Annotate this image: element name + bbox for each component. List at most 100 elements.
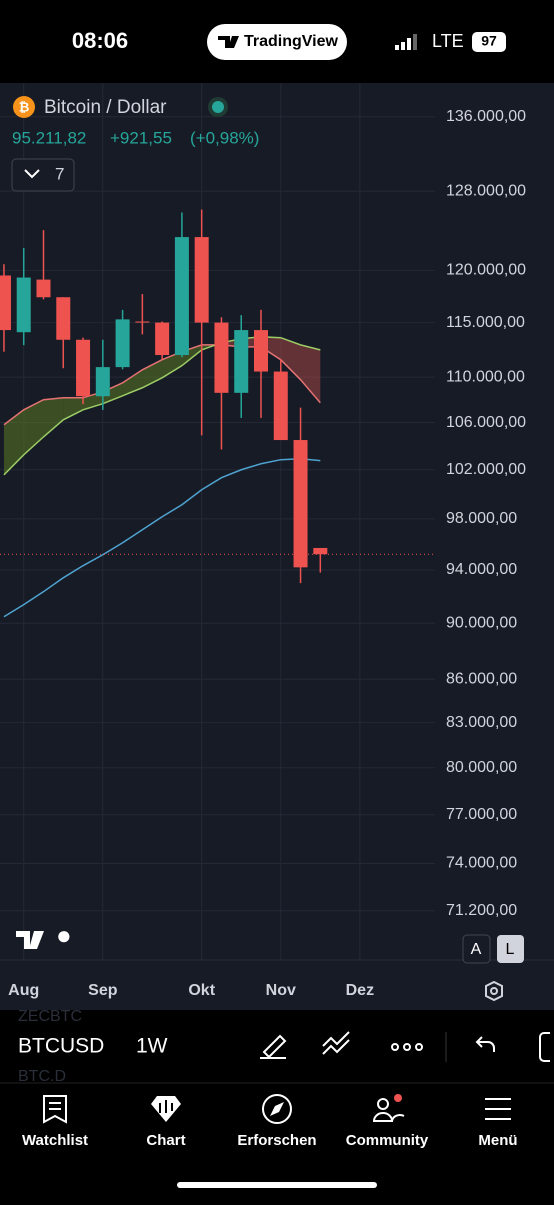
community-icon[interactable] — [372, 1112, 405, 1122]
symbol-name: Bitcoin / Dollar — [44, 97, 167, 118]
y-tick-label: 77.000,00 — [446, 806, 517, 823]
candle-body — [214, 322, 229, 393]
chart-icon-candles — [159, 1100, 173, 1113]
next-symbol: BTC.D — [18, 1068, 66, 1085]
tv-logo-dot: ● — [56, 920, 72, 950]
y-tick-label: 120.000,00 — [446, 262, 526, 279]
symbol[interactable]: BTCUSD — [18, 1035, 104, 1058]
more-icon[interactable] — [391, 1043, 423, 1051]
candle-body — [56, 297, 71, 340]
candle-body — [174, 237, 189, 356]
watchlist-icon[interactable] — [43, 1095, 67, 1124]
y-tick-label: 83.000,00 — [446, 714, 517, 731]
x-tick-label: Sep — [88, 982, 118, 999]
candle-body — [115, 319, 130, 368]
explore-icon[interactable] — [262, 1094, 292, 1124]
battery — [472, 32, 506, 52]
y-tick-label: 115.000,00 — [446, 314, 525, 331]
tab-label[interactable]: Menü — [478, 1132, 517, 1149]
y-tick-label: 90.000,00 — [446, 615, 517, 632]
y-tick-label: 74.000,00 — [446, 855, 517, 872]
tab-label[interactable]: Chart — [146, 1132, 185, 1149]
ema-band — [83, 391, 103, 410]
explore-needle — [270, 1102, 284, 1116]
change-pct: (+0,98%) — [190, 128, 259, 147]
battery-level: 97 — [481, 33, 497, 49]
notification-dot — [394, 1094, 402, 1102]
auto-scale-button[interactable] — [462, 934, 491, 964]
y-tick-label: 136.000,00 — [446, 108, 526, 125]
tab-bar — [0, 1083, 554, 1200]
indicators-button[interactable] — [11, 158, 75, 192]
y-tick-label: 106.000,00 — [446, 414, 526, 431]
tab-label[interactable]: Erforschen — [237, 1132, 316, 1149]
home-indicator — [177, 1182, 377, 1188]
y-tick-label: 98.000,00 — [446, 510, 517, 527]
chevron — [24, 169, 40, 179]
change: +921,55 — [110, 128, 172, 147]
ema-band — [102, 382, 123, 404]
indicators-count: 7 — [55, 164, 64, 183]
candle-body — [194, 237, 209, 323]
candle-body — [293, 440, 308, 568]
interval[interactable]: 1W — [136, 1035, 168, 1058]
bitcoin-icon — [13, 96, 35, 118]
candle-body — [16, 277, 31, 333]
status-dot — [212, 101, 224, 113]
candle-body — [254, 330, 268, 372]
x-tick-label: Nov — [266, 982, 296, 999]
ema-band — [142, 359, 163, 388]
brand-logo — [218, 36, 239, 48]
ema-band — [43, 397, 64, 437]
community-head — [377, 1098, 389, 1110]
candle-body — [36, 279, 51, 298]
price: 95.211,82 — [12, 128, 86, 147]
signal — [395, 34, 417, 50]
y-tick-label: 71.200,00 — [446, 902, 517, 919]
candle-body — [135, 321, 150, 323]
network: LTE — [432, 31, 464, 51]
candle-body — [95, 367, 110, 397]
ema-band — [280, 337, 301, 380]
undo-icon[interactable] — [475, 1036, 495, 1052]
brand-pill — [207, 24, 347, 60]
candle-body — [273, 371, 288, 441]
bitcoin-glyph: ₿ — [19, 99, 30, 114]
candle-body — [76, 339, 91, 397]
candle-body — [313, 547, 328, 555]
candle-body — [155, 322, 170, 356]
log-scale-label: L — [506, 941, 515, 958]
tab-label[interactable]: Watchlist — [22, 1132, 88, 1149]
x-tick-label: Dez — [346, 982, 374, 999]
log-scale-button[interactable] — [497, 935, 524, 963]
ema-band — [300, 344, 321, 403]
x-tick-label: Aug — [8, 982, 39, 999]
prev-symbol: ZECBTC — [18, 1008, 82, 1025]
x-tick-label: Okt — [188, 982, 215, 999]
brand: TradingView — [244, 33, 339, 50]
y-tick-label: 94.000,00 — [446, 561, 517, 578]
toolbar — [0, 1010, 554, 1083]
settings-icon[interactable] — [485, 980, 503, 1002]
chart-pane — [0, 83, 554, 1010]
fullscreen-icon[interactable] — [539, 1032, 550, 1062]
candle-body — [0, 275, 11, 331]
moving-average — [3, 457, 321, 618]
y-tick-label: 128.000,00 — [446, 182, 526, 199]
settings-icon-center — [490, 987, 498, 995]
y-tick-label: 110.000,00 — [446, 368, 525, 385]
patterns-icon[interactable] — [322, 1031, 350, 1055]
candle-body — [234, 330, 249, 393]
y-tick-label: 86.000,00 — [446, 670, 517, 687]
y-tick-label: 102.000,00 — [446, 461, 526, 478]
tab-label[interactable]: Community — [346, 1132, 429, 1149]
y-tick-label: 80.000,00 — [446, 759, 517, 776]
draw-icon[interactable] — [260, 1034, 287, 1059]
clock: 08:06 — [72, 28, 128, 53]
ema-band — [63, 397, 84, 420]
auto-scale-label: A — [471, 941, 482, 958]
menu-icon[interactable] — [485, 1098, 511, 1120]
tv-logo — [16, 931, 44, 949]
